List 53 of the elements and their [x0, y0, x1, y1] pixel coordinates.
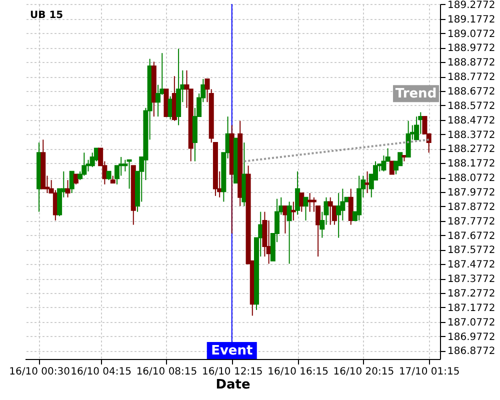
y-tick-label: 188.3772 — [448, 130, 496, 141]
y-tick-label: 186.8772 — [448, 346, 496, 358]
candlestick — [381, 155, 386, 172]
y-tick-label: 187.3772 — [448, 274, 496, 286]
candlestick — [303, 196, 308, 221]
candlestick — [126, 159, 132, 190]
x-tick-label: 17/10 01:15 — [398, 366, 460, 378]
y-tick-label: 188.2772 — [448, 144, 496, 156]
y-tick-label: 188.8772 — [448, 58, 496, 69]
y-tick-label: 187.8772 — [448, 202, 496, 213]
y-tick-label: 187.0772 — [448, 317, 496, 328]
candlestick — [286, 201, 292, 264]
candlestick — [290, 201, 296, 221]
y-tick-label: 187.4772 — [448, 260, 496, 271]
x-tick-label: 16/10 12:15 — [202, 366, 263, 378]
candlestick — [348, 188, 354, 226]
x-axis-title: Date — [216, 378, 250, 392]
x-tick-label: 16/10 20:15 — [333, 366, 394, 378]
y-tick-label: 188.9772 — [448, 43, 496, 54]
y-tick-label: 189.0772 — [448, 28, 496, 40]
ref-line-label: Event — [211, 344, 253, 358]
candlestick — [73, 174, 78, 185]
y-tick-label: 188.4772 — [448, 115, 496, 126]
candlestick — [282, 206, 288, 234]
candlestick — [389, 160, 394, 175]
y-tick-label: 188.5772 — [448, 100, 496, 112]
x-tick-label: 16/10 16:15 — [268, 366, 328, 378]
candlestick — [295, 170, 300, 216]
y-tick-label: 187.5772 — [448, 245, 496, 256]
candlestick — [406, 120, 411, 158]
candlestick — [414, 116, 420, 140]
y-tick-label: 187.1772 — [448, 302, 496, 314]
x-tick-label: 16/10 04:15 — [70, 366, 132, 378]
y-tick-label: 187.7772 — [448, 216, 496, 228]
candlestick — [90, 152, 95, 168]
candlestick — [65, 180, 70, 198]
candlestick — [398, 152, 403, 166]
y-tick-label: 189.1772 — [448, 14, 496, 26]
text: UB 15 — [30, 10, 64, 21]
y-tick-label: 187.2772 — [448, 288, 496, 300]
y-tick-label: 188.6772 — [448, 86, 496, 98]
y-tick-label: 188.0772 — [448, 173, 496, 184]
y-tick-label: 187.9772 — [448, 188, 496, 199]
y-tick-label: 187.6772 — [448, 230, 496, 242]
x-tick-label: 16/10 00:30 — [9, 366, 70, 378]
y-tick-label: 188.1772 — [448, 158, 496, 170]
y-tick-label: 186.9772 — [448, 332, 496, 343]
candlestick — [82, 152, 87, 176]
text: Trend — [395, 86, 437, 102]
y-tick-label: 188.7772 — [448, 72, 496, 84]
x-tick-label: 16/10 08:15 — [136, 366, 198, 378]
y-tick-label: 189.2772 — [448, 0, 496, 11]
candlestick — [328, 196, 333, 226]
